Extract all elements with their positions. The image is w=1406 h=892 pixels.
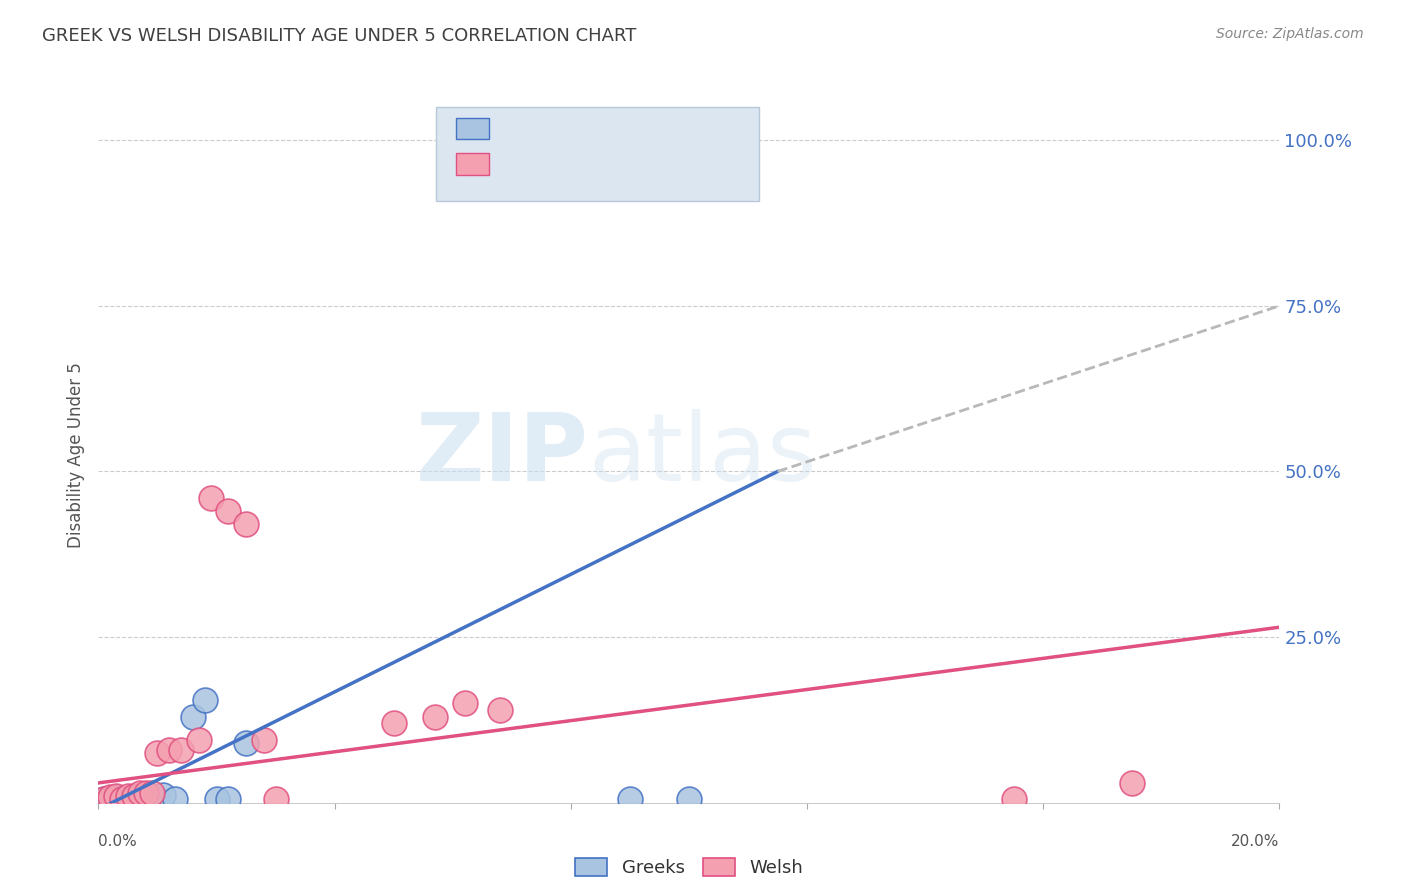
Point (135, 786, 157, 800)
Text: atlas: atlas (589, 409, 817, 501)
Point (152, 788, 174, 802)
Point (235, 736, 257, 750)
Text: ZIP: ZIP (416, 409, 589, 501)
Point (1121, 776, 1143, 790)
Y-axis label: Disability Age Under 5: Disability Age Under 5 (66, 362, 84, 548)
Point (382, 716, 405, 731)
Point (146, 792, 169, 806)
Text: 20.0%: 20.0% (1232, 834, 1279, 849)
Point (217, 504, 239, 518)
Text: GREEK VS WELSH DISABILITY AGE UNDER 5 CORRELATION CHART: GREEK VS WELSH DISABILITY AGE UNDER 5 CO… (42, 27, 637, 45)
Point (1002, 792, 1025, 806)
Point (117, 789, 139, 804)
Point (105, 789, 128, 804)
Point (98, 792, 121, 806)
Text: R =  0.315   N = 24: R = 0.315 N = 24 (499, 155, 690, 173)
Point (253, 732, 276, 747)
Point (105, 790, 128, 805)
Point (217, 792, 239, 806)
Point (98, 790, 121, 805)
Point (194, 693, 217, 707)
Point (453, 697, 475, 711)
Point (181, 709, 204, 723)
Point (128, 790, 150, 805)
Point (128, 786, 150, 800)
Point (423, 709, 446, 723)
Point (235, 517, 257, 532)
Point (205, 792, 228, 806)
Point (111, 792, 134, 806)
Point (141, 786, 163, 800)
Point (187, 732, 209, 747)
Point (146, 746, 169, 760)
Point (122, 792, 145, 806)
Point (93, 792, 115, 806)
Point (157, 743, 180, 757)
Text: R = 0.508   N = 17: R = 0.508 N = 17 (499, 120, 683, 137)
Text: Source: ZipAtlas.com: Source: ZipAtlas.com (1216, 27, 1364, 41)
Point (122, 789, 145, 804)
Point (264, 792, 287, 806)
Point (165, 792, 187, 806)
Point (170, 743, 193, 757)
Point (135, 792, 157, 806)
Text: 0.0%: 0.0% (98, 834, 138, 849)
Point (93, 792, 115, 806)
Point (200, 491, 222, 505)
Point (619, 792, 641, 806)
Point (678, 792, 700, 806)
Point (111, 792, 134, 806)
Legend: Greeks, Welsh: Greeks, Welsh (568, 851, 810, 884)
Point (489, 703, 512, 717)
